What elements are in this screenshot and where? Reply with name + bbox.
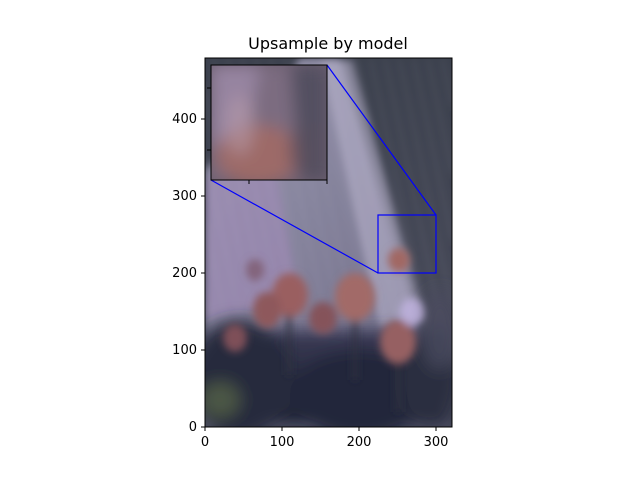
zoom-region-box — [377, 214, 437, 274]
x-tick-label: 0 — [201, 435, 209, 450]
zoom-connector-bottom — [210, 179, 379, 274]
x-axis: 0 100 200 300 — [201, 427, 449, 450]
zoom-indicator — [210, 64, 437, 274]
x-tick-label: 300 — [424, 435, 449, 450]
y-tick-label: 100 — [172, 343, 197, 358]
inset-image — [211, 65, 327, 180]
photo-image — [205, 58, 452, 427]
inset-axes-frame — [210, 64, 328, 181]
y-axis: 0 100 200 300 400 — [172, 112, 205, 435]
y-tick-label: 200 — [172, 266, 197, 281]
y-tick-label: 400 — [172, 112, 197, 127]
x-tick-label: 200 — [347, 435, 372, 450]
x-tick-label: 100 — [270, 435, 295, 450]
y-tick-label: 300 — [172, 189, 197, 204]
inset-ticks — [207, 87, 328, 184]
zoom-connector-top — [326, 64, 437, 216]
y-tick-label: 0 — [189, 420, 197, 435]
image-axes-frame — [204, 57, 453, 428]
chart-title: Upsample by model — [248, 34, 408, 53]
